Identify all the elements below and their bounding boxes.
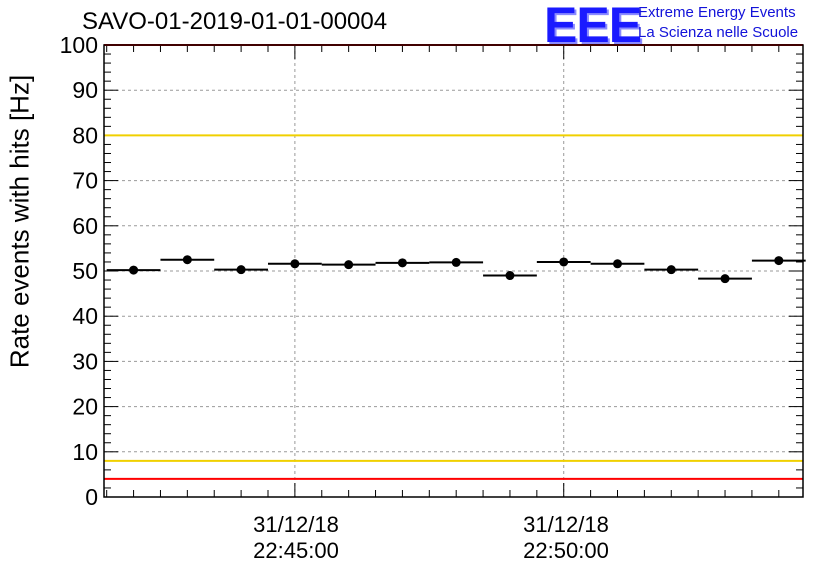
data-point: [451, 257, 461, 267]
x-tick-label: 31/12/18 22:45:00: [216, 512, 376, 564]
data-point: [720, 274, 730, 284]
data-point: [397, 258, 407, 268]
x-tick-label-date: 31/12/18: [523, 512, 609, 537]
eee-logo: EEE: [544, 0, 642, 53]
data-point: [129, 265, 139, 275]
y-tick-label: 60: [72, 213, 98, 239]
chart-title: SAVO-01-2019-01-01-00004: [82, 8, 388, 35]
data-point: [774, 256, 784, 266]
y-tick-label: 20: [72, 394, 98, 420]
y-tick-label: 90: [72, 77, 98, 103]
y-tick-label: 10: [72, 439, 98, 465]
y-tick-label: 80: [72, 122, 98, 148]
data-point: [290, 259, 300, 269]
data-point: [559, 257, 569, 267]
y-tick-label: 30: [72, 348, 98, 374]
x-tick-label-time: 22:50:00: [523, 538, 609, 563]
data-point: [344, 260, 354, 270]
data-point: [236, 265, 246, 275]
y-tick-label: 50: [72, 258, 98, 284]
data-point: [182, 255, 192, 265]
x-tick-label: 31/12/18 22:50:00: [486, 512, 646, 564]
data-point: [505, 271, 515, 281]
plot-frame: [103, 44, 804, 498]
y-tick-label: 70: [72, 168, 98, 194]
y-tick-label: 0: [85, 484, 98, 510]
x-tick-label-date: 31/12/18: [253, 512, 339, 537]
data-point: [612, 259, 622, 269]
y-tick-label: 100: [60, 32, 98, 58]
logo-subtitle-line1: Extreme Energy Events: [638, 4, 796, 21]
y-axis-label: Rate events with hits [Hz]: [4, 74, 35, 369]
x-tick-label-time: 22:45:00: [253, 538, 339, 563]
logo-subtitle-line2: La Scienza nelle Scuole: [638, 24, 799, 41]
data-point: [666, 265, 676, 275]
y-tick-label: 40: [72, 303, 98, 329]
